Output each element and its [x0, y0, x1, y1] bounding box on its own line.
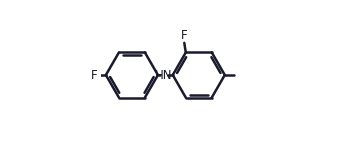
Text: F: F: [91, 69, 97, 81]
Text: F: F: [181, 29, 188, 42]
Text: HN: HN: [155, 69, 173, 81]
